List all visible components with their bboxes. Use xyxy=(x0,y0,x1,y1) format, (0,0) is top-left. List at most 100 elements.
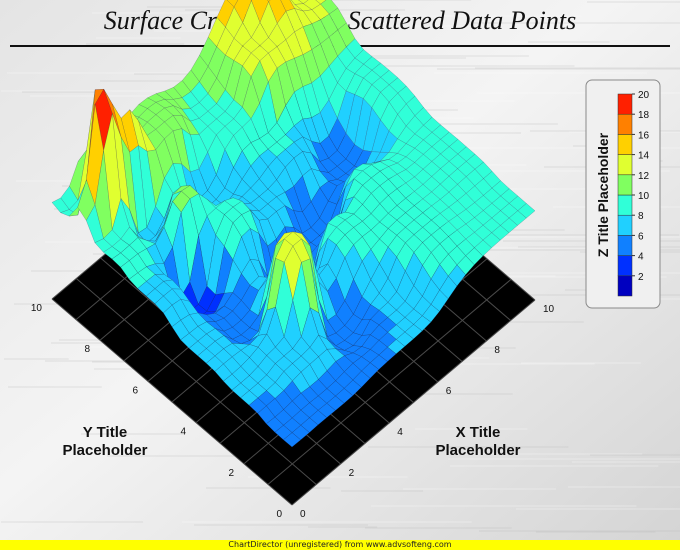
surface-cell xyxy=(250,0,253,2)
surface-cell xyxy=(250,45,269,62)
surface-cell xyxy=(309,245,328,321)
surface-cell xyxy=(154,295,173,314)
y-tick-label: 10 xyxy=(31,303,43,314)
surface-cell xyxy=(361,362,380,379)
x-axis-title: X Title Placeholder xyxy=(435,424,520,459)
surface-cell xyxy=(352,334,371,347)
legend-swatch xyxy=(617,275,633,297)
surface-cell xyxy=(335,388,354,404)
surface-cell xyxy=(500,188,519,204)
surface-cell xyxy=(404,324,423,340)
surface-cell xyxy=(474,195,493,211)
surface-cell xyxy=(214,305,234,319)
surface-cell xyxy=(189,168,208,200)
surface-cell xyxy=(362,161,381,165)
surface-cell xyxy=(249,227,268,277)
surface-cell xyxy=(233,178,251,197)
surface-cell xyxy=(111,238,130,254)
surface-cell xyxy=(298,0,309,5)
surface-cell xyxy=(439,275,458,300)
legend-swatch xyxy=(617,134,633,155)
surface-cell xyxy=(164,86,183,100)
surface-cell xyxy=(240,344,259,358)
surface-cell xyxy=(248,397,267,414)
surface-cell xyxy=(155,226,173,264)
x-tick-label: 2 xyxy=(349,468,355,479)
surface-cell xyxy=(189,235,208,306)
surface-cell xyxy=(128,272,147,289)
surface-cell xyxy=(86,204,104,244)
surface-cell xyxy=(328,29,347,57)
x-tick-label: 4 xyxy=(397,427,403,438)
surface-cell xyxy=(370,203,389,223)
x-tick-label: 8 xyxy=(494,345,500,356)
surface-cell xyxy=(223,342,242,358)
surface-cell xyxy=(120,109,139,153)
surface-cell xyxy=(431,124,450,140)
surface-cell xyxy=(354,77,373,99)
surface-cell xyxy=(231,382,250,399)
surface-cell xyxy=(249,310,268,341)
surface-cell xyxy=(267,0,271,3)
legend-swatch xyxy=(617,214,633,236)
surface-cell xyxy=(94,150,113,240)
y-tick-label: 6 xyxy=(132,385,138,396)
surface-cell xyxy=(241,209,260,235)
surface-cell xyxy=(315,0,327,5)
legend-swatch xyxy=(617,154,633,176)
surface-cell xyxy=(180,185,200,200)
legend-tick-label: 20 xyxy=(638,90,650,101)
surface-cell xyxy=(465,231,484,249)
surface-cell xyxy=(319,170,338,182)
surface-cell xyxy=(465,247,484,266)
surface-cell xyxy=(240,284,259,311)
y-tick-label: 8 xyxy=(84,344,90,355)
surface-cell xyxy=(352,370,371,388)
surface-cell xyxy=(387,339,406,355)
surface-cell xyxy=(276,191,295,212)
surface-cell xyxy=(154,273,173,282)
surface-cell xyxy=(86,104,104,205)
surface-plot xyxy=(51,0,536,448)
footer-credit: ChartDirector (unregistered) from www.ad… xyxy=(0,540,680,550)
legend-tick-label: 10 xyxy=(638,191,650,202)
surface-cell xyxy=(224,222,242,261)
surface-cell xyxy=(173,105,191,122)
surface-cell xyxy=(163,279,182,290)
surface-cell xyxy=(188,340,207,357)
surface-cell xyxy=(378,346,397,362)
legend-swatch xyxy=(617,174,633,196)
surface-cell xyxy=(77,179,96,221)
surface-cell xyxy=(405,191,424,206)
surface-cell xyxy=(414,107,433,126)
surface-cell xyxy=(120,136,139,234)
surface-cell xyxy=(172,97,192,110)
surface-cell xyxy=(302,201,320,229)
legend-tick-label: 16 xyxy=(638,130,650,141)
surface-cell xyxy=(474,210,493,226)
legend-tick-label: 12 xyxy=(638,171,650,182)
surface-cell xyxy=(361,248,380,281)
surface-cell xyxy=(309,379,328,397)
legend-tick-label: 8 xyxy=(638,211,644,222)
surface-cell xyxy=(396,317,414,333)
y-axis-title: Y Title Placeholder xyxy=(62,424,147,459)
surface-cell xyxy=(318,281,337,322)
y-tick-label: 2 xyxy=(228,468,234,479)
surface-cell xyxy=(300,417,319,433)
surface-cell xyxy=(456,255,475,276)
legend-swatch xyxy=(617,93,633,115)
surface-cell xyxy=(343,379,362,396)
surface-cell xyxy=(216,26,235,56)
surface-cell xyxy=(405,205,424,221)
legend-tick-label: 14 xyxy=(638,151,650,162)
surface-cell xyxy=(292,238,311,263)
surface-cell xyxy=(379,152,399,162)
surface-cell xyxy=(283,432,302,448)
surface-cell xyxy=(474,239,492,257)
surface-cell xyxy=(233,65,252,108)
surface-cell xyxy=(181,69,200,93)
surface-cell xyxy=(335,371,354,389)
surface-cell xyxy=(120,260,139,280)
